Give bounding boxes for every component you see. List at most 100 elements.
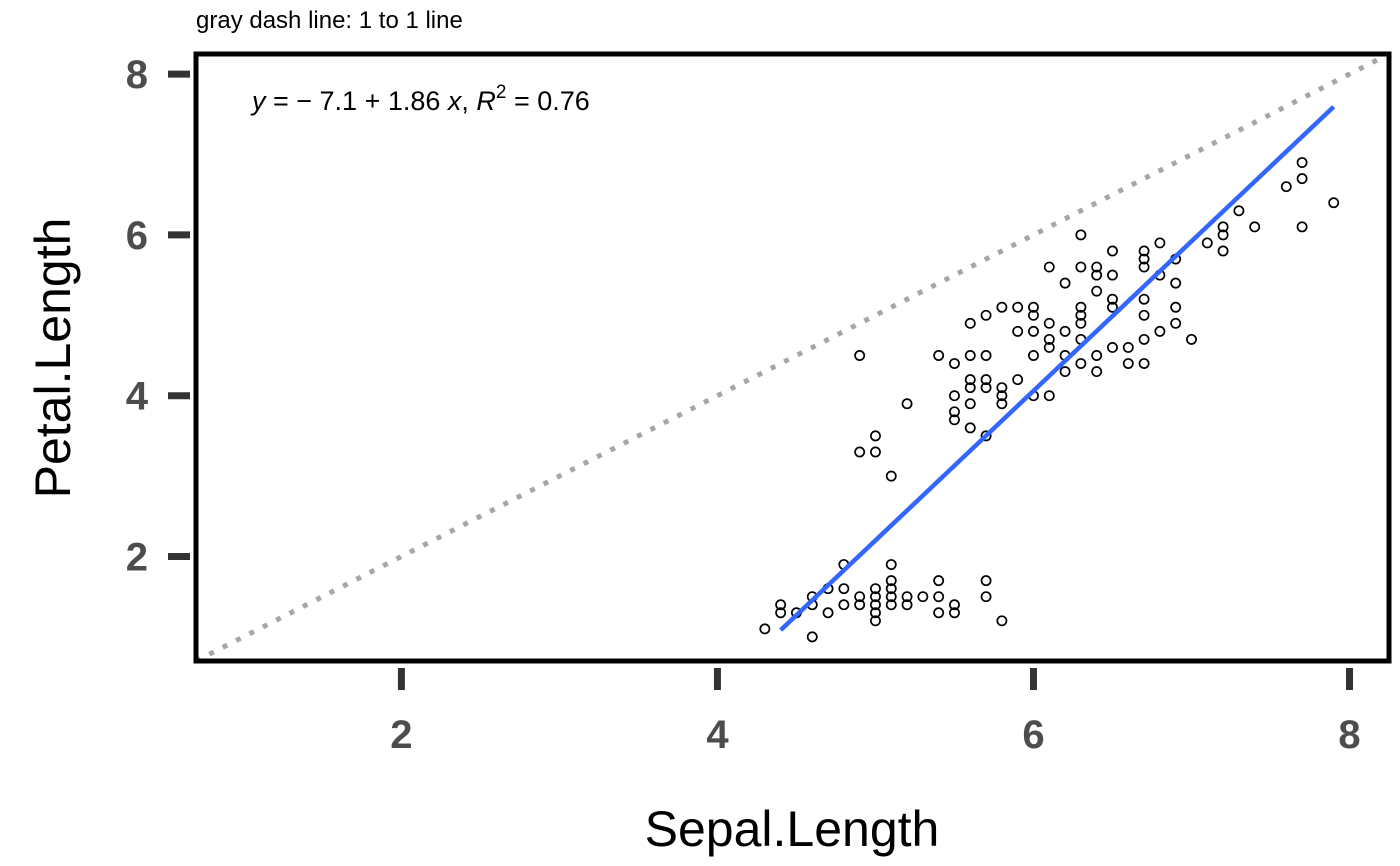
data-point <box>1138 309 1150 321</box>
data-point <box>1296 173 1308 185</box>
data-point <box>1296 221 1308 233</box>
data-point <box>1217 221 1229 233</box>
data-point <box>870 615 881 627</box>
data-point <box>870 599 881 611</box>
data-point <box>1138 245 1150 257</box>
data-point <box>1107 293 1118 305</box>
data-point <box>964 350 976 361</box>
data-point <box>775 599 787 611</box>
data-point <box>1091 269 1103 281</box>
data-point <box>838 583 850 595</box>
y-tick-label: 6 <box>126 214 148 258</box>
data-point <box>838 599 850 611</box>
data-point <box>1107 342 1118 353</box>
data-point <box>996 382 1008 394</box>
data-point <box>885 559 897 570</box>
x-axis-title: Sepal.Length <box>645 801 940 857</box>
y-tick-label: 8 <box>126 53 148 97</box>
data-point <box>1028 350 1039 361</box>
data-point <box>1075 317 1087 329</box>
data-point <box>964 317 976 329</box>
data-point <box>1012 374 1024 386</box>
x-axis: 2 4 6 8 <box>390 668 1361 757</box>
data-point <box>1201 237 1213 249</box>
data-point <box>949 599 960 611</box>
data-point <box>980 382 992 394</box>
data-point <box>949 607 960 619</box>
x-tick-label: 4 <box>706 713 729 757</box>
data-point <box>933 607 945 619</box>
data-point <box>996 398 1008 410</box>
y-tick-label: 2 <box>126 535 148 579</box>
data-point <box>964 382 976 394</box>
data-point <box>980 430 992 442</box>
data-point <box>996 390 1008 402</box>
x-tick-label: 8 <box>1338 713 1360 757</box>
data-point <box>1028 325 1039 337</box>
data-point <box>1122 358 1134 369</box>
data-point <box>1075 309 1087 321</box>
data-point <box>1186 333 1197 345</box>
data-point <box>1091 366 1103 378</box>
data-point <box>1028 309 1039 321</box>
data-point <box>1043 261 1055 273</box>
y-axis-title: Petal.Length <box>25 218 81 499</box>
data-point <box>996 615 1008 627</box>
data-point <box>917 591 929 603</box>
chart-subtitle: gray dash line: 1 to 1 line <box>196 7 463 34</box>
identity-line <box>196 54 1389 661</box>
data-point <box>1154 325 1166 337</box>
data-point <box>1217 229 1229 241</box>
data-point <box>980 591 992 603</box>
data-point <box>1122 342 1134 353</box>
data-point <box>1075 358 1087 369</box>
data-point <box>885 470 897 482</box>
data-point <box>1138 293 1150 305</box>
data-point <box>854 599 866 611</box>
data-point <box>885 599 897 611</box>
data-point <box>1075 301 1087 313</box>
data-point <box>1170 301 1182 313</box>
data-point <box>1012 325 1024 337</box>
data-point <box>885 583 897 595</box>
data-point <box>1217 245 1229 257</box>
data-point <box>901 398 913 410</box>
data-point <box>1107 301 1118 313</box>
data-point <box>1280 181 1292 193</box>
data-point <box>1091 350 1103 361</box>
data-point <box>885 591 897 603</box>
data-point <box>1154 237 1166 249</box>
data-point <box>1043 390 1055 402</box>
data-point <box>980 350 992 361</box>
data-point <box>933 591 945 603</box>
data-point <box>980 374 992 386</box>
data-point <box>1233 205 1245 217</box>
data-point <box>933 350 945 361</box>
data-point <box>870 607 881 619</box>
data-point <box>870 591 881 603</box>
data-point <box>964 422 976 434</box>
regression-line <box>779 105 1336 632</box>
data-point <box>901 599 913 611</box>
data-point <box>1059 366 1071 378</box>
data-point <box>854 446 866 458</box>
data-point <box>1296 157 1308 168</box>
data-point <box>1138 253 1150 265</box>
data-point <box>854 591 866 603</box>
data-point <box>854 350 866 361</box>
data-point <box>759 623 771 635</box>
data-point <box>1138 358 1150 369</box>
data-point <box>949 358 960 369</box>
data-point <box>1043 317 1055 329</box>
data-point <box>1028 301 1039 313</box>
data-point <box>1043 342 1055 353</box>
data-point <box>1091 261 1103 273</box>
regression-equation: y = − 7.1 + 1.86 x, R2 = 0.76 <box>250 82 590 116</box>
data-point <box>949 390 960 402</box>
plot-area <box>196 54 1389 661</box>
data-point <box>980 309 992 321</box>
data-point <box>1328 197 1340 209</box>
x-tick-label: 2 <box>390 713 412 757</box>
y-tick-label: 4 <box>126 375 149 419</box>
